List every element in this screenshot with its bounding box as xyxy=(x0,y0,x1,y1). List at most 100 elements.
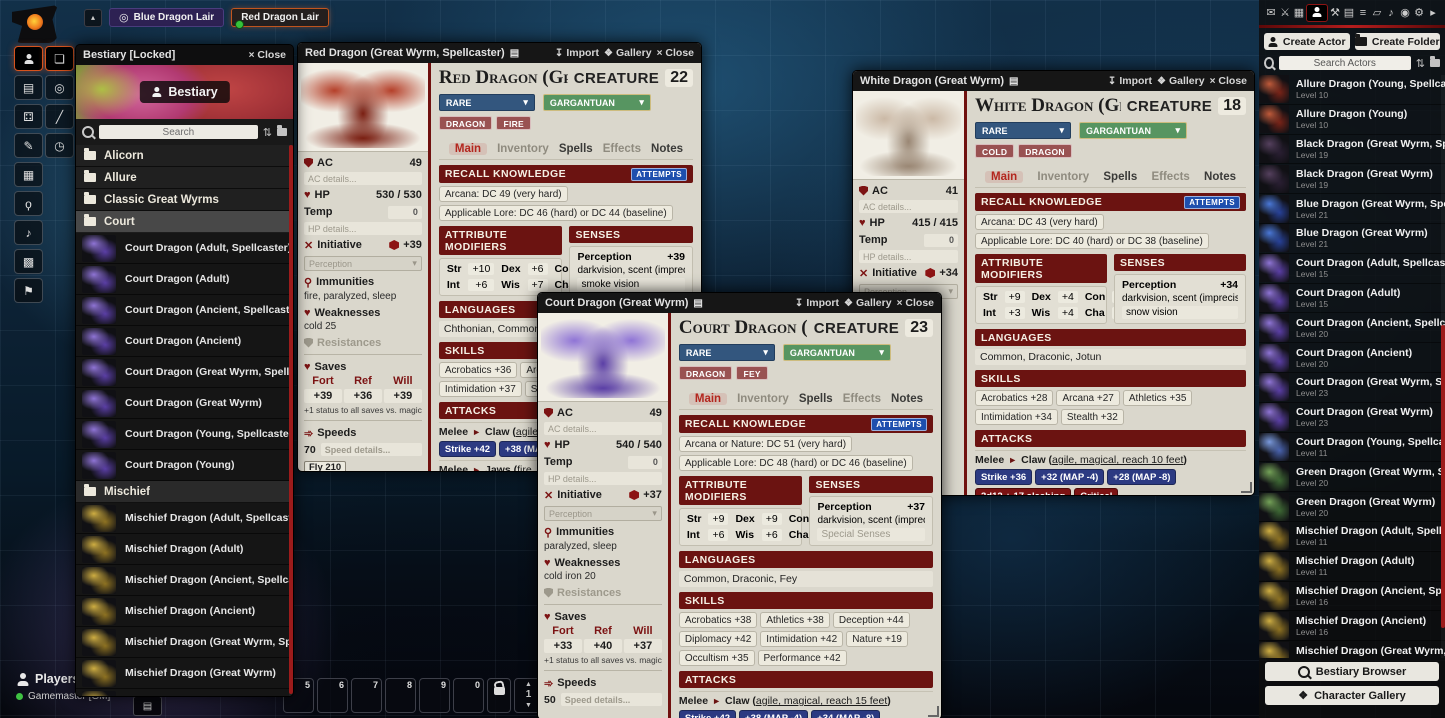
trait-tag[interactable]: FEY xyxy=(736,366,768,380)
create-folder-button[interactable]: Create Folder xyxy=(1354,33,1440,50)
rarity-select[interactable]: RARE ▾ xyxy=(438,94,535,111)
strike-button[interactable]: +34 (MAP -8) xyxy=(811,710,881,718)
nav-collapse-button[interactable]: ▴ xyxy=(84,8,102,27)
attr-value[interactable]: +3 xyxy=(1004,307,1025,319)
target-tool[interactable]: ◎ xyxy=(45,75,74,100)
save-ref-value[interactable]: +40 xyxy=(583,639,622,653)
initiative-skill-select[interactable]: Perception ▾ xyxy=(544,506,662,521)
character-gallery-button[interactable]: ❖ Character Gallery xyxy=(1265,686,1439,705)
import-button[interactable]: ↧ Import xyxy=(1108,75,1152,87)
ac-details-input[interactable]: AC details... xyxy=(859,200,958,213)
recall-entry[interactable]: Applicable Lore: DC 46 (hard) or DC 44 (… xyxy=(438,205,673,221)
actor-row[interactable]: Blue Dragon (Great Wyrm, Spellcaster)Lev… xyxy=(1259,194,1445,224)
tab-inventory[interactable]: Inventory xyxy=(1037,171,1090,183)
actor-search-input[interactable] xyxy=(1278,56,1411,70)
attr-value[interactable]: +10 xyxy=(468,263,495,275)
sidebar-tab-combat[interactable]: ⚔ xyxy=(1278,6,1292,19)
folder-tree-icon[interactable] xyxy=(277,125,287,138)
skill-chip[interactable]: Diplomacy +42 xyxy=(678,631,758,647)
attr-value[interactable]: +7 xyxy=(527,279,548,291)
skill-chip[interactable]: Nature +19 xyxy=(846,631,908,647)
sidebar-tab-compendium[interactable]: ◉ xyxy=(1398,6,1412,19)
skill-chip[interactable]: Acrobatics +36 xyxy=(438,362,518,378)
tab-main[interactable]: Main xyxy=(688,393,728,405)
attr-value[interactable]: +6 xyxy=(527,263,548,275)
attr-value[interactable]: +9 xyxy=(761,513,782,525)
damage-button[interactable]: 3d12 + 17 slashing xyxy=(975,488,1072,495)
close-button[interactable]: × Close xyxy=(249,49,286,61)
list-item[interactable]: Mischief Dragon (Young, Spellcaster) xyxy=(76,689,293,696)
strike-button[interactable]: +32 (MAP -4) xyxy=(1035,469,1105,485)
sidebar-tab-settings[interactable]: ⚙ xyxy=(1412,6,1426,19)
ac-details-input[interactable]: AC details... xyxy=(304,172,422,185)
sidebar-tab-items[interactable]: ⚒ xyxy=(1328,6,1342,19)
actor-row[interactable]: Mischief Dragon (Ancient, Spellcaster)Le… xyxy=(1259,581,1445,612)
actor-row[interactable]: Green Dragon (Great Wyrm, Spellcaster)Le… xyxy=(1259,462,1445,493)
list-item[interactable]: Mischief Dragon (Adult, Spellcaster) xyxy=(76,503,293,534)
sidebar-tab-journal[interactable]: ▤ xyxy=(1342,6,1356,19)
sidebar-tab-tables[interactable]: ≡ xyxy=(1356,7,1370,19)
tab-notes[interactable]: Notes xyxy=(651,143,683,155)
sort-icon[interactable]: ⇅ xyxy=(262,126,272,139)
creature-level[interactable]: 22 xyxy=(665,69,693,87)
actor-scrollbar[interactable] xyxy=(1441,75,1445,658)
gallery-button[interactable]: ❖ Gallery xyxy=(1157,75,1205,87)
attack-name[interactable]: Claw (agile, magical, reach 15 feet) xyxy=(724,695,891,707)
speed-details-input[interactable]: Speed details... xyxy=(320,443,422,456)
skill-chip[interactable]: Athletics +38 xyxy=(760,612,830,628)
languages-value[interactable]: Common, Draconic, Fey xyxy=(678,571,933,587)
tab-main[interactable]: Main xyxy=(448,143,488,155)
lighting-tool[interactable]: ϙ xyxy=(14,191,43,216)
hp-details-input[interactable]: HP details... xyxy=(544,472,662,485)
resize-handle[interactable] xyxy=(1241,482,1252,493)
attr-value[interactable]: +4 xyxy=(1057,307,1078,319)
skill-chip[interactable]: Acrobatics +28 xyxy=(975,390,1054,406)
strike-button[interactable]: Strike +36 xyxy=(975,469,1033,485)
sidebar-tab-playlists[interactable]: ♪ xyxy=(1384,7,1398,19)
skill-chip[interactable]: Arcana +27 xyxy=(1056,390,1120,406)
creature-portrait[interactable] xyxy=(298,63,428,152)
sidebar-tab-cards[interactable]: ▱ xyxy=(1370,6,1384,19)
trait-tag[interactable]: DRAGON xyxy=(678,366,733,380)
creature-portrait[interactable] xyxy=(853,91,964,180)
players-label-row[interactable]: Players xyxy=(16,672,110,686)
temp-hp-input[interactable]: 0 xyxy=(924,233,958,247)
attr-value[interactable]: +9 xyxy=(708,513,729,525)
skill-chip[interactable]: Intimidation +37 xyxy=(438,381,522,397)
attr-value[interactable]: +6 xyxy=(708,529,729,541)
list-item[interactable]: Court Dragon (Ancient, Spellcaster) xyxy=(76,295,293,326)
strike-button[interactable]: +28 (MAP -8) xyxy=(1107,469,1177,485)
list-item[interactable]: Court Dragon (Adult) xyxy=(76,264,293,295)
tab-main[interactable]: Main xyxy=(985,171,1024,183)
folder-row-mischief[interactable]: Mischief xyxy=(76,481,293,503)
save-will-value[interactable]: +37 xyxy=(623,639,662,653)
recall-entry[interactable]: Applicable Lore: DC 48 (hard) or DC 46 (… xyxy=(678,455,913,471)
folder-tree-icon[interactable] xyxy=(1430,56,1440,69)
notes-tool[interactable]: ⚑ xyxy=(14,278,43,303)
skill-chip[interactable]: Acrobatics +38 xyxy=(678,612,758,628)
bestiary-titlebar[interactable]: Bestiary [Locked] × Close xyxy=(76,45,293,65)
walls-tool[interactable]: ▦ xyxy=(14,162,43,187)
size-select[interactable]: GARGANTUAN ▾ xyxy=(1079,122,1187,139)
folder-row-classic-great-wyrms[interactable]: Classic Great Wyrms xyxy=(76,189,293,211)
recall-entry[interactable]: Arcana: DC 43 (very hard) xyxy=(975,214,1104,230)
temp-hp-input[interactable]: 0 xyxy=(387,205,422,219)
resize-handle[interactable] xyxy=(928,706,939,717)
save-ref-value[interactable]: +36 xyxy=(343,389,382,403)
size-select[interactable]: GARGANTUAN ▾ xyxy=(782,344,891,361)
list-item[interactable]: Mischief Dragon (Ancient) xyxy=(76,596,293,627)
actor-row[interactable]: Court Dragon (Ancient) Level 20 xyxy=(1259,343,1445,373)
attr-value[interactable]: +9 xyxy=(1004,291,1025,303)
hotbar-lock-button[interactable] xyxy=(487,678,511,713)
skill-chip[interactable]: Intimidation +42 xyxy=(760,631,844,647)
close-button[interactable]: × Close xyxy=(657,47,694,59)
actor-row[interactable]: Court Dragon (Great Wyrm, Spellcaster)Le… xyxy=(1259,373,1445,403)
sidebar-tab-actors[interactable] xyxy=(1306,3,1328,22)
special-senses-input[interactable]: Special Senses xyxy=(817,528,925,541)
actor-row[interactable]: Court Dragon (Great Wyrm) Level 23 xyxy=(1259,403,1445,433)
creature-level[interactable]: 18 xyxy=(1218,97,1246,115)
actor-row[interactable]: Court Dragon (Ancient, Spellcaster)Level… xyxy=(1259,313,1445,344)
save-fort-value[interactable]: +39 xyxy=(304,389,342,403)
scene-tab-red-dragon-lair[interactable]: Red Dragon Lair xyxy=(231,8,329,29)
gallery-button[interactable]: ❖ Gallery xyxy=(844,297,892,309)
